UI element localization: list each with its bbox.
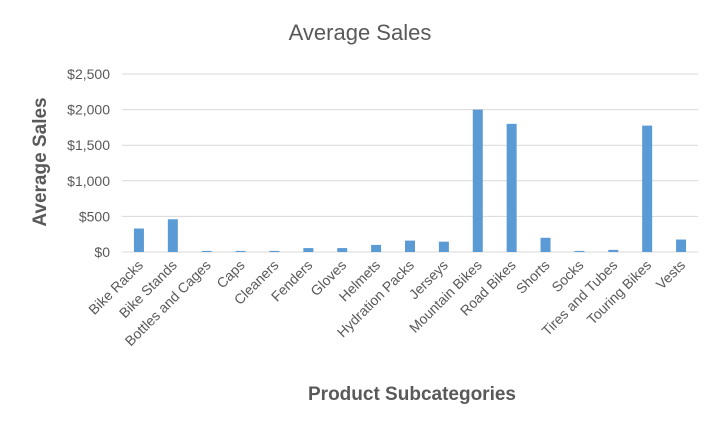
bar bbox=[201, 250, 212, 252]
chart-title: Average Sales bbox=[289, 20, 432, 45]
x-tick-label: Vests bbox=[653, 257, 689, 293]
y-tick-label: $2,500 bbox=[67, 66, 110, 82]
bar bbox=[167, 219, 178, 252]
x-axis-title: Product Subcategories bbox=[308, 384, 516, 405]
y-tick-label: $0 bbox=[94, 244, 110, 260]
y-tick-label: $1,000 bbox=[67, 173, 110, 189]
bar bbox=[337, 248, 348, 252]
y-axis-ticks: $0 $500 $1,000 $1,500 $2,000 $2,500 bbox=[67, 66, 110, 260]
bar bbox=[438, 241, 449, 252]
y-tick-label: $1,500 bbox=[67, 137, 110, 153]
bar bbox=[405, 240, 415, 252]
bar bbox=[269, 250, 280, 252]
bar bbox=[472, 109, 483, 252]
bar bbox=[574, 250, 585, 252]
bar bbox=[303, 248, 314, 252]
bar bbox=[235, 250, 246, 252]
bar bbox=[642, 125, 653, 252]
bar bbox=[608, 249, 619, 252]
y-tick-label: $500 bbox=[79, 208, 110, 224]
bar bbox=[371, 244, 382, 252]
bar bbox=[540, 237, 551, 252]
bars bbox=[133, 109, 687, 252]
bar bbox=[676, 239, 687, 252]
y-tick-label: $2,000 bbox=[67, 102, 110, 118]
bar bbox=[133, 228, 144, 252]
bar bbox=[506, 123, 517, 252]
gridlines bbox=[122, 73, 698, 253]
y-axis-title: Average Sales bbox=[30, 97, 51, 226]
x-tick-label: Shorts bbox=[513, 257, 553, 297]
